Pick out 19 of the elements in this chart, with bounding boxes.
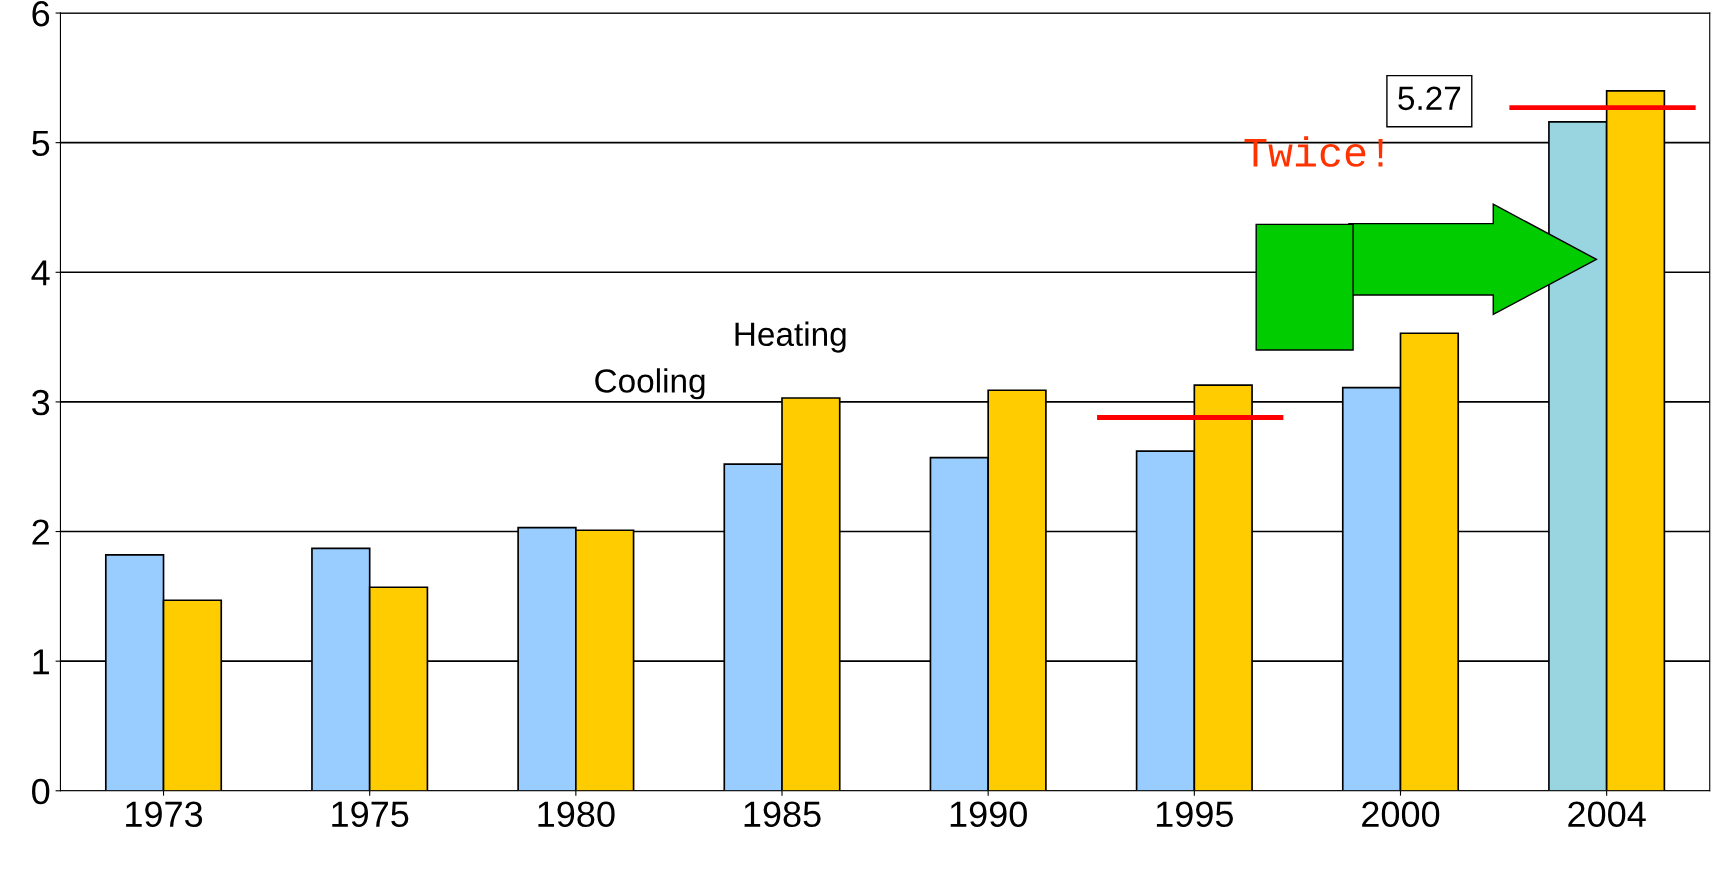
x-tick-label: 2000	[1362, 801, 1440, 828]
x-tick-label: 1990	[950, 801, 1027, 828]
y-tick-label: 6	[32, 0, 50, 27]
series-label: Heating	[735, 321, 846, 353]
annotation: Twice!	[1244, 136, 1383, 167]
x-tick-label: 1975	[332, 801, 409, 828]
x-tick-label: 1985	[744, 801, 821, 828]
y-tick-label: 4	[31, 260, 50, 286]
y-tick-label: 3	[32, 389, 50, 416]
x-tick-label: 1980	[538, 801, 615, 828]
x-tick-label: 1973	[126, 801, 203, 828]
y-tick-label: 5	[32, 130, 50, 157]
y-tick-label: 0	[32, 778, 50, 805]
ref-line-label: 5.27	[1398, 86, 1461, 111]
text: Cooling	[595, 368, 705, 400]
x-tick-label: 2004	[1568, 801, 1646, 828]
x-tick-label: 1995	[1156, 801, 1233, 828]
y-tick-label: 2	[32, 519, 49, 545]
y-tick-label: 1	[33, 649, 49, 675]
